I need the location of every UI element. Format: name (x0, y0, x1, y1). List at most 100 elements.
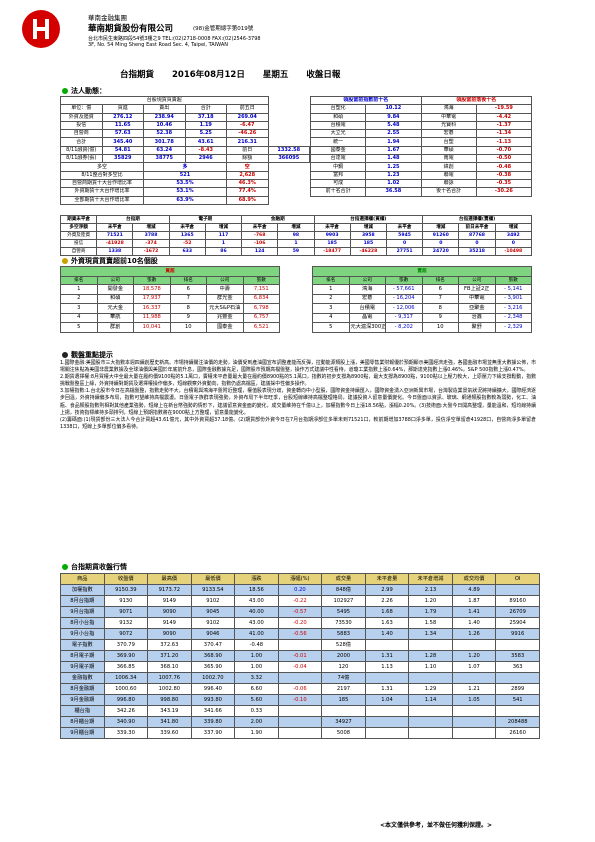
list-cell: 中華電 (458, 293, 496, 304)
spot-extra-label: 自營商期貨十大台作增比率 (60, 178, 144, 189)
lead-cell: 鴻海 (420, 104, 477, 114)
market-cell: 2899 (495, 683, 540, 695)
company-address-en: 3F, No. 54 Ming Sheng East Road Sec. 4, … (88, 42, 229, 48)
lead-cell: 前十名合計 (309, 187, 367, 197)
list-cell: - 9,317 (385, 312, 423, 323)
spot-row: 外資及陸資 276.12 238.94 37.18 269.04 (60, 112, 310, 122)
spot-header-cell: 賣出 (143, 104, 186, 114)
spot-cell: 269.04 (226, 112, 269, 122)
lead-table: 領股當前指數前十名 領股當前落後十名 台塑化 10.12 鴻海 -19.59 和碩 9.8… (309, 95, 533, 197)
lead-table-wrap: 領股當前指數前十名 領股當前落後十名 台塑化 10.12 鴻海 -19.59 和碩 9.8… (309, 95, 533, 197)
lead-cell: 10.12 (365, 104, 422, 114)
market-cell: 73530 (321, 617, 366, 629)
lead-cell: 中華電 (420, 112, 477, 122)
list-cell: 6,798 (242, 303, 280, 314)
lead-cell: -0.70 (475, 145, 533, 156)
market-cell: 1006.34 (103, 672, 149, 684)
market-cell: 5883 (321, 628, 366, 640)
market-row: 9月電子期 366.85 368.10 365.90 1.00 -0.04 120 1.13 1… (60, 661, 540, 673)
lead-cell: -1.37 (475, 120, 533, 131)
market-cell: 1.90 (234, 727, 279, 739)
spot-extra-label: 多空 (60, 162, 144, 172)
futures-cell: 1 (204, 239, 243, 248)
spot-extra-long: 63.9% (143, 195, 227, 205)
market-cell: 1.21 (451, 683, 497, 695)
market-cell: 8月小台指 (60, 617, 105, 629)
market-cell: 996.40 (190, 683, 236, 695)
market-cell (364, 672, 410, 684)
market-cell: 1.79 (408, 606, 453, 618)
lead-row: 台積電 5.48 光寶科 -1.37 (309, 120, 533, 131)
spot-extra-cell: 38775 (143, 154, 186, 164)
futures-cell: 117 (204, 231, 243, 240)
market-cell: 342.26 (103, 705, 149, 717)
market-cell (451, 727, 497, 739)
list-cell: 治鑫 (458, 312, 496, 323)
market-cell: 2.26 (364, 595, 410, 607)
market-cell: 9月小台指 (60, 628, 105, 640)
list-row: 1 鴻海 - 57,661 6 FB上証2正 - 5,141 (312, 284, 532, 295)
market-cell: 9月金融期 (60, 694, 105, 706)
list-cell: 和碩 (96, 293, 134, 304)
market-cell: 1.00 (234, 650, 279, 662)
section-notes: 觀盤重點提示 (62, 350, 113, 360)
list-cell: 10,041 (133, 322, 171, 333)
market-cell: 528億 (321, 639, 366, 651)
list-header-row: 排名 公司 張數 排名 公司 張數 (60, 276, 280, 285)
market-cell: -0.10 (277, 694, 323, 706)
list-header-cell: 張數 (242, 276, 280, 285)
market-cell: 9月櫃台期 (60, 727, 105, 739)
futures-cell: -374 (132, 239, 170, 248)
futures-cell: 35218 (458, 247, 496, 256)
market-cell (364, 716, 410, 728)
spot-extra-label: 全部期貨十大台作增比率 (60, 195, 144, 205)
market-cell: 26709 (495, 606, 540, 618)
lead-cell: 台塑 (420, 137, 477, 147)
market-cell: 1.04 (364, 694, 410, 706)
market-cell: 8月金融期 (60, 683, 105, 695)
spot-extra-cell: 35829 (101, 154, 144, 164)
market-cell: 337.90 (190, 727, 236, 739)
futures-cell: 185 (349, 239, 387, 248)
futures-cell: 98 (277, 231, 315, 240)
market-header-cell: 收盤價 (103, 573, 149, 585)
list-row: 3 元大金 16,337 8 元大S&P石油 6,798 (60, 303, 280, 314)
futures-cell: 5945 (385, 231, 424, 240)
market-cell: 4.89 (451, 584, 497, 596)
market-row: 加權指數 9150.39 9173.72 9133.54 18.56 0.20 848億 2.… (60, 584, 540, 596)
spot-extra-cell: 63.24 (143, 145, 186, 156)
market-cell: -0.22 (277, 595, 323, 607)
spot-extra-cell: 餘額 (226, 154, 269, 164)
market-cell: 加權指數 (60, 584, 105, 596)
report-date: 2016年08月12日 (172, 70, 245, 80)
futures-group-cell: 金融期 (241, 215, 315, 224)
futures-cell: -106 (241, 239, 279, 248)
list-cell: 6,521 (242, 322, 280, 333)
list-cell: 3 (312, 303, 350, 314)
list-cell: 聚舒 (458, 322, 496, 333)
market-header-cell: 成交均價 (451, 573, 497, 585)
futures-row: 投信 -41928 -374 -52 1 -106 1 185 185 0 0 0 0 (59, 239, 533, 248)
market-cell: 40.00 (234, 606, 279, 618)
market-cell: 371.20 (147, 650, 192, 662)
spot-cell: 345.40 (101, 137, 144, 147)
spot-row: 合計 345.40 301.78 43.61 216.31 (60, 137, 310, 147)
list-cell: 16,337 (133, 303, 171, 314)
bullet-icon (62, 564, 68, 570)
list-header-cell: 公司 (206, 276, 244, 285)
futures-cell: 1338 (96, 247, 134, 256)
market-cell: 341.66 (190, 705, 236, 717)
market-cell: 2000 (321, 650, 366, 662)
list-cell: 18,578 (133, 284, 171, 295)
market-cell: 74億 (321, 672, 366, 684)
market-cell: 368.90 (190, 650, 236, 662)
market-cell: 1002.80 (147, 683, 192, 695)
list-cell: 10 (421, 322, 459, 333)
market-row: 8月電子期 369.90 371.20 368.90 1.00 -0.01 2000 1.31… (60, 650, 540, 662)
futures-sub-cell: 增減 (422, 223, 460, 232)
list-cell: 5 (312, 322, 350, 333)
market-cell: 1.13 (364, 661, 410, 673)
market-cell: 339.80 (190, 716, 236, 728)
lead-cell: 1.48 (365, 154, 422, 164)
list-cell: - 2,348 (494, 312, 532, 323)
